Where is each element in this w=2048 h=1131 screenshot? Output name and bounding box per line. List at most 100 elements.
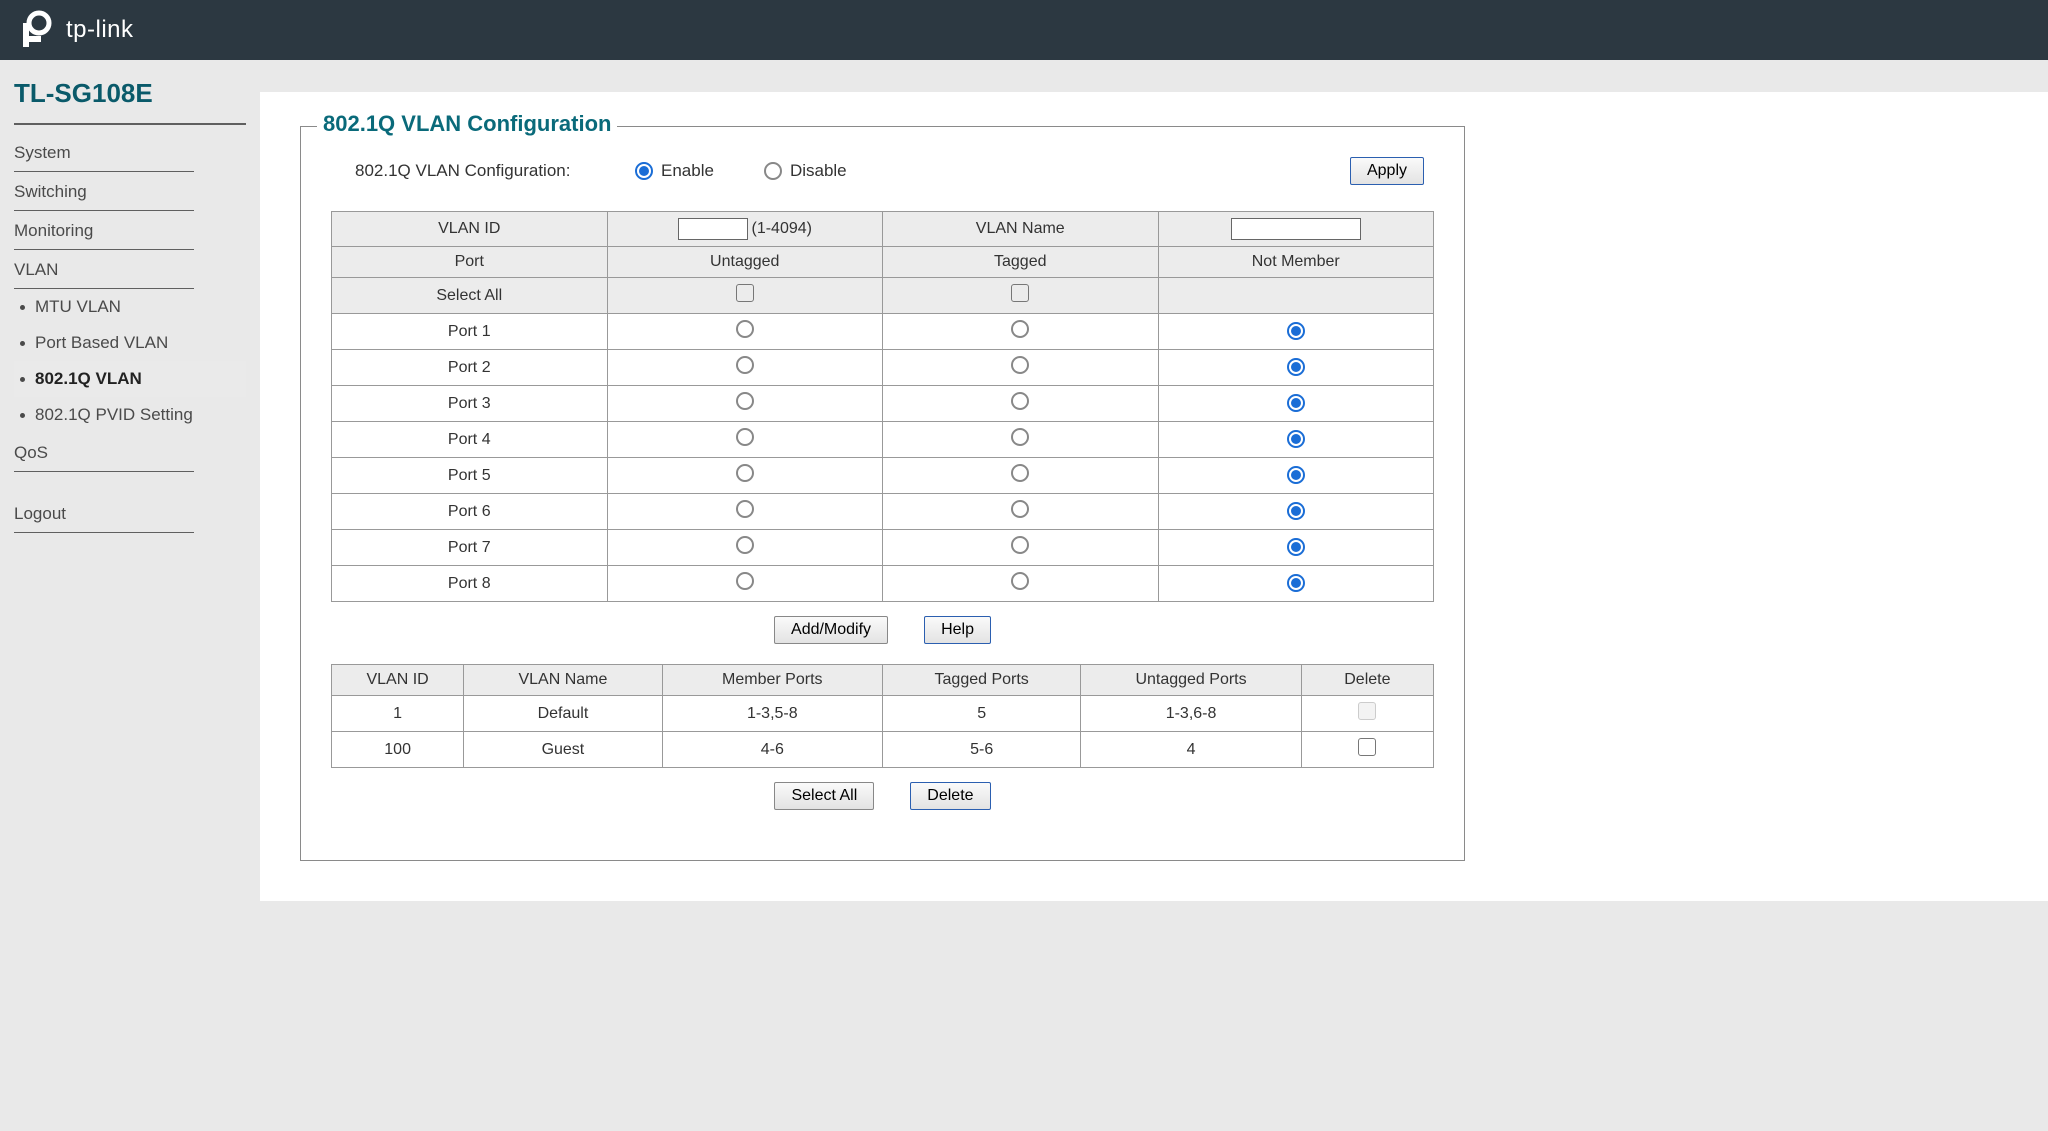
port-row: Port 5 [332, 458, 1434, 494]
port-row: Port 6 [332, 494, 1434, 530]
nav-sub-item[interactable]: MTU VLAN [14, 289, 246, 325]
panel-legend: 802.1Q VLAN Configuration [317, 111, 617, 137]
port-row: Port 4 [332, 422, 1434, 458]
help-button[interactable]: Help [924, 616, 991, 644]
brand-logo: tp-link [18, 10, 134, 50]
nav-item[interactable]: QoS [14, 433, 194, 472]
col-member: Member Ports [662, 665, 882, 696]
vlan-row: 100Guest4-65-64 [332, 732, 1434, 768]
nav-sub-label: 802.1Q PVID Setting [35, 405, 193, 425]
port-name: Port 2 [332, 350, 608, 386]
port-notmember-radio[interactable] [1287, 358, 1305, 376]
vlan-config-panel: 802.1Q VLAN Configuration 802.1Q VLAN Co… [300, 126, 1465, 861]
vlan-member: 1-3,5-8 [662, 696, 882, 732]
nav-item[interactable]: VLAN [14, 250, 194, 289]
bullet-icon [20, 377, 25, 382]
add-modify-button[interactable]: Add/Modify [774, 616, 888, 644]
port-notmember-radio[interactable] [1287, 574, 1305, 592]
port-untagged-radio[interactable] [736, 464, 754, 482]
enable-radio[interactable]: Enable [635, 161, 714, 181]
port-untagged-radio[interactable] [736, 356, 754, 374]
disable-label: Disable [790, 161, 847, 181]
port-row: Port 2 [332, 350, 1434, 386]
vlan-tagged: 5-6 [882, 732, 1080, 768]
vlan-id: 1 [332, 696, 464, 732]
port-notmember-radio[interactable] [1287, 466, 1305, 484]
port-untagged-radio[interactable] [736, 572, 754, 590]
port-tagged-radio[interactable] [1011, 464, 1029, 482]
port-notmember-radio[interactable] [1287, 502, 1305, 520]
port-notmember-radio[interactable] [1287, 538, 1305, 556]
port-row: Port 1 [332, 314, 1434, 350]
nav-sub-label: Port Based VLAN [35, 333, 168, 353]
select-all-button[interactable]: Select All [774, 782, 874, 810]
sidebar: TL-SG108E SystemSwitchingMonitoringVLAN M… [0, 60, 260, 901]
disable-radio[interactable]: Disable [764, 161, 847, 181]
tp-link-icon [18, 10, 58, 50]
vlan-list-table: VLAN ID VLAN Name Member Ports Tagged Po… [331, 664, 1434, 768]
port-config-table: VLAN ID (1-4094) VLAN Name Port Untagged [331, 211, 1434, 602]
nav-sub-label: MTU VLAN [35, 297, 121, 317]
select-all-notmember-cell [1158, 278, 1434, 314]
config-label: 802.1Q VLAN Configuration: [355, 161, 635, 181]
port-tagged-radio[interactable] [1011, 500, 1029, 518]
nav-item[interactable]: Monitoring [14, 211, 194, 250]
nav-sub-item[interactable]: Port Based VLAN [14, 325, 246, 361]
vlan-id-input[interactable] [678, 218, 748, 240]
nav-item[interactable]: System [14, 133, 194, 172]
brand-text: tp-link [66, 16, 134, 44]
th-tagged: Tagged [883, 247, 1159, 278]
vlan-id-hint: (1-4094) [752, 220, 812, 238]
radio-icon [635, 162, 653, 180]
nav-sub-item[interactable]: 802.1Q PVID Setting [14, 397, 246, 433]
port-notmember-radio[interactable] [1287, 394, 1305, 412]
port-untagged-radio[interactable] [736, 500, 754, 518]
nav-sub-item[interactable]: 802.1Q VLAN [14, 361, 246, 397]
port-notmember-radio[interactable] [1287, 322, 1305, 340]
nav-item[interactable]: Switching [14, 172, 194, 211]
vlan-id: 100 [332, 732, 464, 768]
port-tagged-radio[interactable] [1011, 392, 1029, 410]
vlan-member: 4-6 [662, 732, 882, 768]
select-all-tagged-checkbox[interactable] [1011, 284, 1029, 302]
config-row: 802.1Q VLAN Configuration: Enable Disabl… [331, 157, 1434, 185]
port-name: Port 6 [332, 494, 608, 530]
vlan-tagged: 5 [882, 696, 1080, 732]
vlan-name-input[interactable] [1231, 218, 1361, 240]
delete-button[interactable]: Delete [910, 782, 990, 810]
port-untagged-radio[interactable] [736, 320, 754, 338]
th-untagged: Untagged [607, 247, 883, 278]
bullet-icon [20, 305, 25, 310]
th-vlan-name: VLAN Name [883, 212, 1159, 247]
port-notmember-radio[interactable] [1287, 430, 1305, 448]
port-untagged-radio[interactable] [736, 536, 754, 554]
port-tagged-radio[interactable] [1011, 356, 1029, 374]
topbar: tp-link [0, 0, 2048, 60]
col-delete: Delete [1301, 665, 1433, 696]
nav-sub-label: 802.1Q VLAN [35, 369, 142, 389]
port-tagged-radio[interactable] [1011, 536, 1029, 554]
vlan-name: Default [464, 696, 662, 732]
port-untagged-radio[interactable] [736, 428, 754, 446]
port-name: Port 4 [332, 422, 608, 458]
port-row: Port 7 [332, 530, 1434, 566]
col-vlan-name: VLAN Name [464, 665, 662, 696]
port-tagged-radio[interactable] [1011, 572, 1029, 590]
th-vlan-id: VLAN ID [332, 212, 608, 247]
nav-item[interactable]: Logout [14, 494, 194, 533]
port-row: Port 8 [332, 566, 1434, 602]
port-name: Port 7 [332, 530, 608, 566]
th-port: Port [332, 247, 608, 278]
port-untagged-radio[interactable] [736, 392, 754, 410]
port-tagged-radio[interactable] [1011, 428, 1029, 446]
vlan-name: Guest [464, 732, 662, 768]
vlan-untagged: 4 [1081, 732, 1301, 768]
bullet-icon [20, 413, 25, 418]
apply-button[interactable]: Apply [1350, 157, 1424, 185]
port-tagged-radio[interactable] [1011, 320, 1029, 338]
th-vlan-name-input [1158, 212, 1434, 247]
device-title: TL-SG108E [14, 78, 246, 125]
select-all-untagged-checkbox[interactable] [736, 284, 754, 302]
vlan-untagged: 1-3,6-8 [1081, 696, 1301, 732]
delete-checkbox[interactable] [1358, 738, 1376, 756]
